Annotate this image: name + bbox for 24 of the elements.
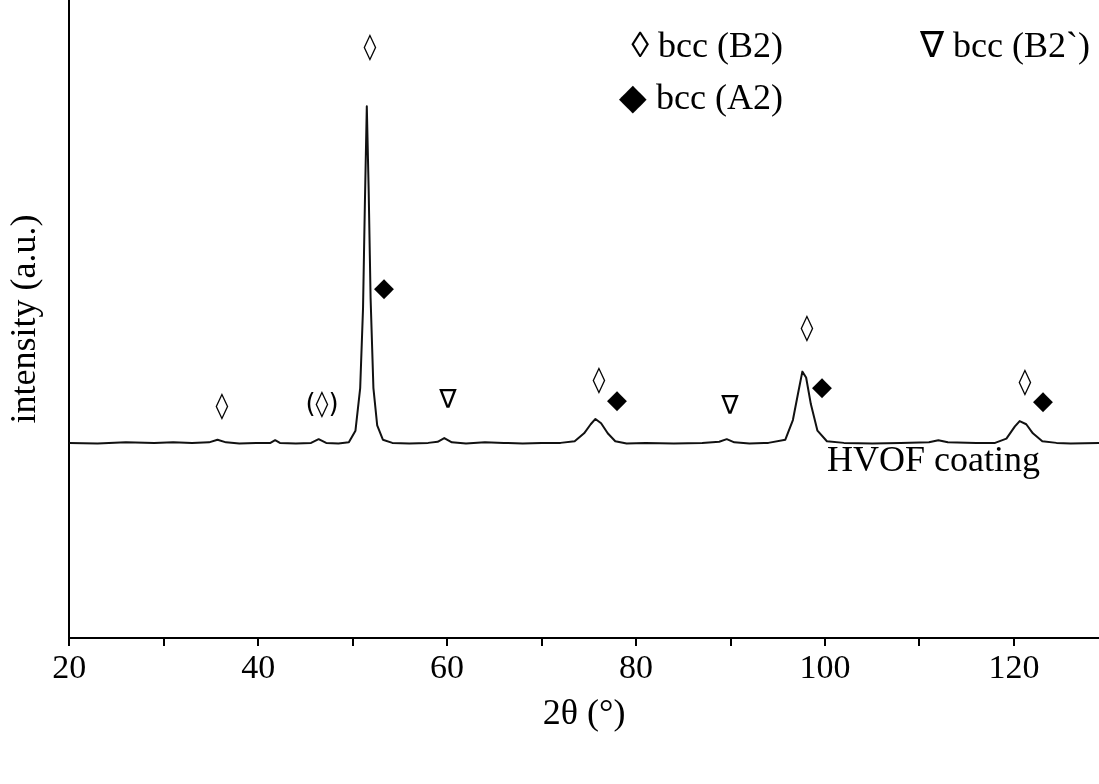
- annotation: ◊: [1018, 365, 1032, 397]
- annotation: HVOF coating: [827, 439, 1040, 480]
- text: ◊: [363, 30, 377, 62]
- y-axis-title: intensity (a.u.): [3, 214, 44, 424]
- annotation: ◆: [812, 370, 832, 401]
- x-tick-label: 20: [52, 648, 87, 686]
- annotation: ◆: [607, 383, 627, 414]
- annotation: ∇: [720, 389, 740, 420]
- text: ◊ bcc (B2): [631, 25, 783, 66]
- x-axis-title: 2θ (°): [542, 691, 626, 732]
- annotation: ◊: [215, 389, 229, 421]
- x-tick-label: 40: [241, 648, 276, 686]
- x-tick-label: 100: [799, 648, 851, 686]
- annotation: ◆ bcc (A2): [619, 77, 783, 118]
- annotation: ◆: [374, 271, 394, 302]
- x-tick-label: 80: [619, 648, 654, 686]
- text: ∇ bcc (B2`): [919, 25, 1090, 66]
- annotation: ∇: [438, 383, 458, 414]
- x-tick-label: 120: [988, 648, 1040, 686]
- annotation: ◊: [592, 363, 606, 395]
- x-tick-label: 60: [430, 648, 465, 686]
- annotation: (◊): [305, 387, 339, 419]
- annotation: ◆: [1033, 384, 1053, 415]
- annotation: ◊: [800, 311, 814, 343]
